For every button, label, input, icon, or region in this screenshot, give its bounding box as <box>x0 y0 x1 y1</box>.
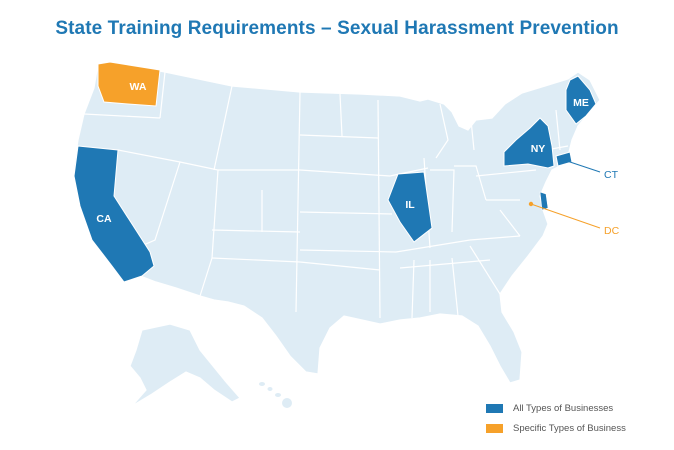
dc-callout-label: DC <box>604 225 620 237</box>
legend: All Types of Businesses Specific Types o… <box>486 398 626 438</box>
state-de[interactable] <box>539 191 549 211</box>
state-label-wa: WA <box>130 81 147 93</box>
legend-item-specific-types: Specific Types of Business <box>486 418 626 438</box>
state-ct[interactable] <box>555 151 573 167</box>
state-label-ny: NY <box>531 143 546 155</box>
state-wa[interactable] <box>97 61 161 107</box>
state-me[interactable] <box>565 75 597 125</box>
dc-callout-line <box>530 203 601 229</box>
legend-swatch-specific-types <box>486 423 503 433</box>
state-label-il: IL <box>405 199 415 211</box>
state-borders <box>83 71 569 319</box>
state-label-ca: CA <box>96 213 112 225</box>
alaska-shape <box>129 323 241 407</box>
state-ny[interactable] <box>503 117 555 169</box>
legend-label-all-types: All Types of Businesses <box>513 402 614 414</box>
ct-callout-line <box>563 159 601 173</box>
legend-item-all-types: All Types of Businesses <box>486 398 626 418</box>
state-label-me: ME <box>573 97 589 109</box>
state-il[interactable] <box>387 171 433 243</box>
map-title: State Training Requirements – Sexual Har… <box>55 18 619 39</box>
legend-label-specific-types: Specific Types of Business <box>513 422 626 434</box>
ct-callout-label: CT <box>604 169 619 181</box>
legend-swatch-all-types <box>486 403 503 413</box>
state-ca[interactable] <box>73 145 155 283</box>
hawaii-shape <box>259 382 292 408</box>
us-mainland <box>73 61 601 384</box>
